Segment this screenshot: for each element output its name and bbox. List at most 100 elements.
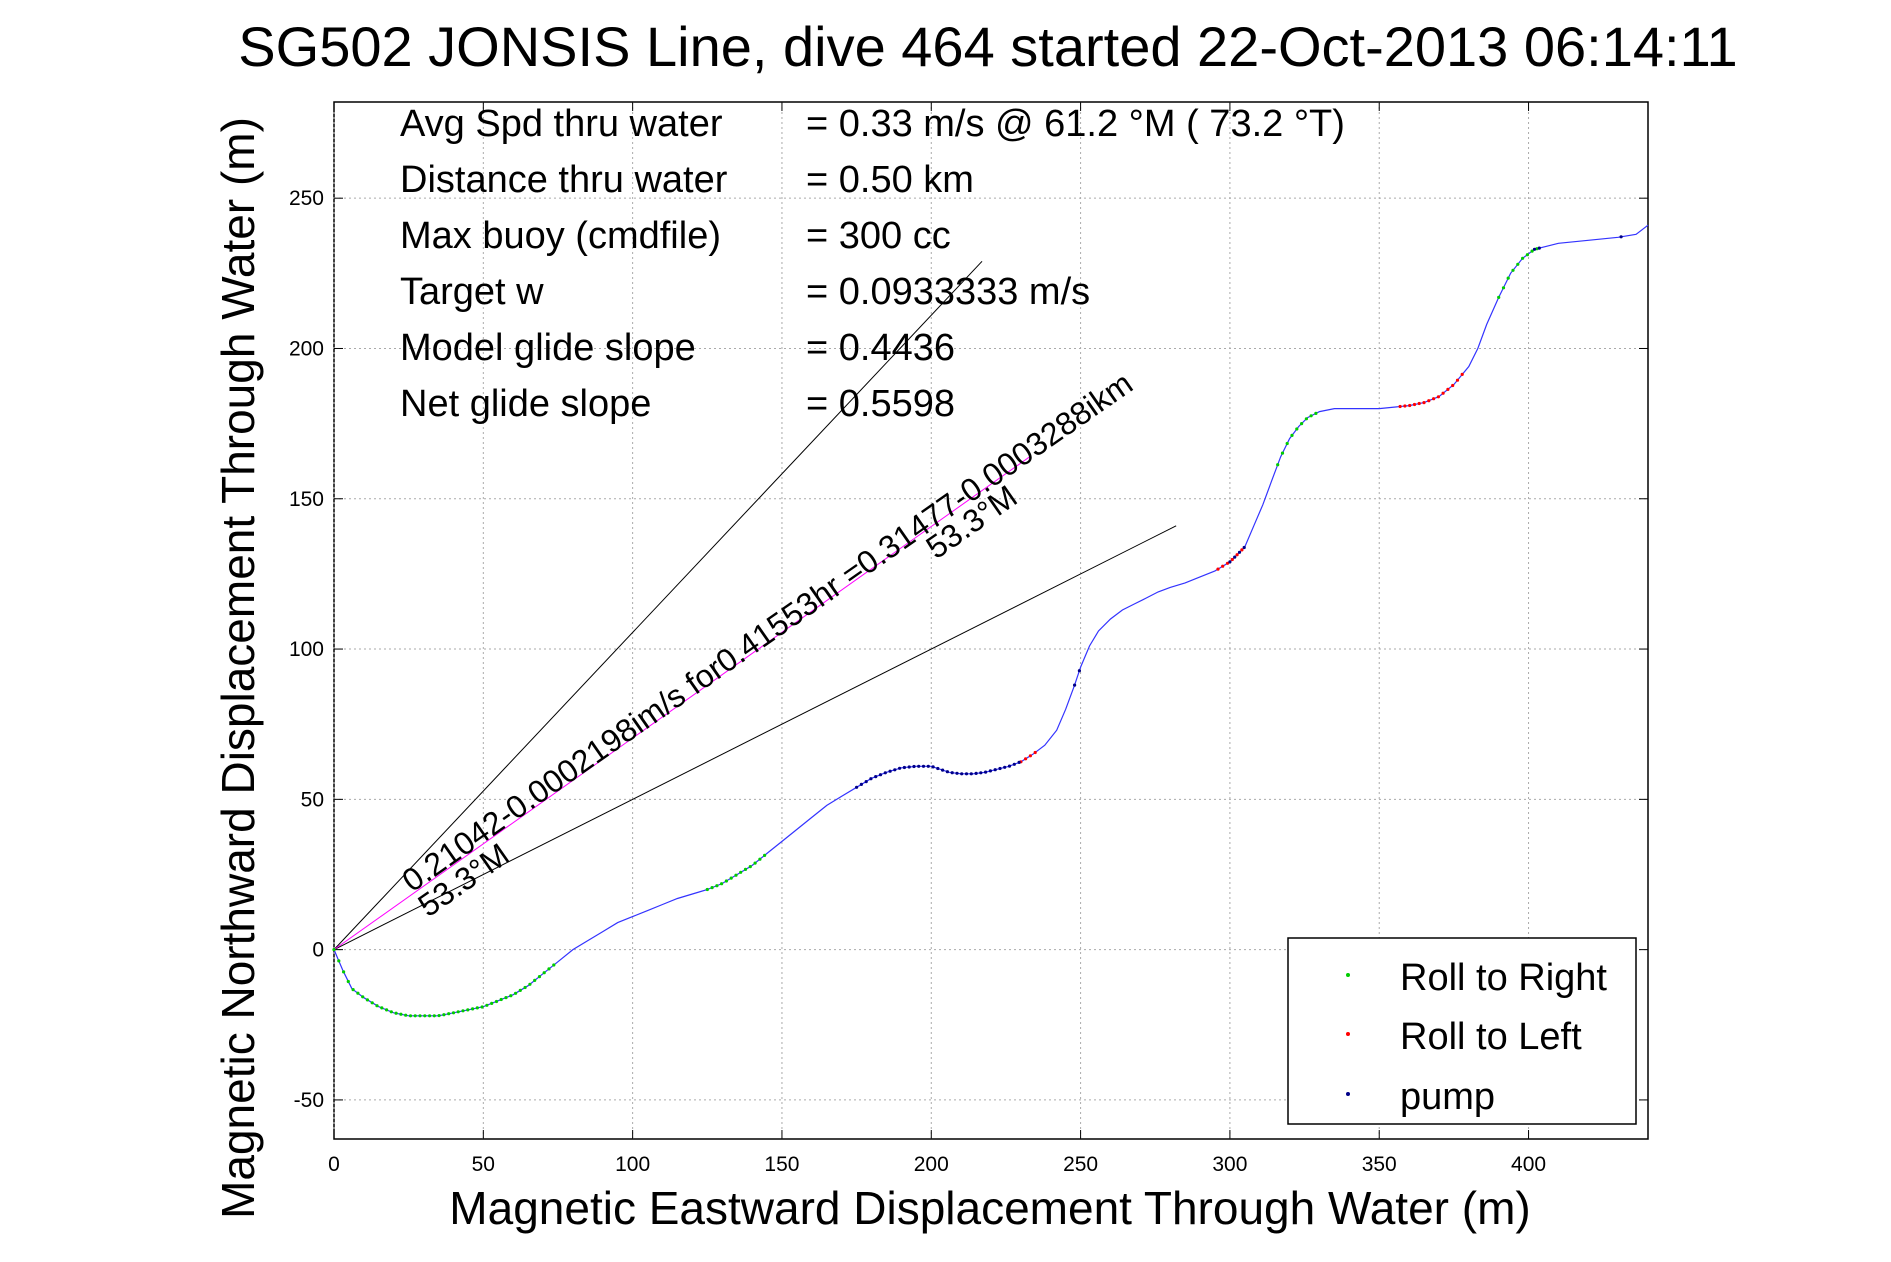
stats-block: Avg Spd thru water = 0.33 m/s @ 61.2 °M … <box>400 103 1345 425</box>
roll-left-marker <box>1417 401 1421 406</box>
axis-ticks: 0 50 100 150 200 250 300 350 400 -50 0 50 100 150 200 2… <box>289 102 1648 1176</box>
legend-marker-pump <box>1346 1092 1350 1096</box>
pump-marker <box>855 785 859 789</box>
stat-label: Distance thru water <box>400 159 728 201</box>
roll-right-marker <box>428 1014 432 1018</box>
pump-marker <box>1228 560 1232 564</box>
pump-marker <box>902 765 907 770</box>
roll-right-marker <box>720 882 724 886</box>
pump-marker <box>993 768 997 772</box>
pump-marker <box>950 771 954 775</box>
roll-right-marker <box>351 988 355 992</box>
roll-right-marker <box>743 867 748 872</box>
reference-line-current <box>333 456 1031 951</box>
roll-right-marker <box>1276 463 1280 467</box>
roll-right-marker <box>337 959 341 963</box>
roll-right-marker <box>346 979 350 984</box>
pump-marker <box>874 775 878 779</box>
y-tick-label: 50 <box>301 788 324 811</box>
roll-right-marker <box>466 1008 470 1012</box>
roll-right-marker <box>475 1006 479 1010</box>
roll-left-marker <box>1408 403 1412 408</box>
roll-left-marker <box>1422 401 1426 405</box>
roll-right-marker <box>729 876 733 880</box>
stat-label: Avg Spd thru water <box>400 103 723 145</box>
roll-right-marker <box>552 963 556 967</box>
pump-marker <box>912 764 916 769</box>
roll-right-marker <box>523 985 527 990</box>
stat-label: Net glide slope <box>400 383 651 425</box>
roll-right-marker <box>370 1001 374 1005</box>
roll-right-marker <box>748 865 752 869</box>
roll-left-marker <box>1024 757 1028 761</box>
x-tick-label: 0 <box>328 1153 340 1176</box>
roll-right-marker <box>461 1009 465 1013</box>
roll-left-marker <box>1221 564 1225 568</box>
stat-value: = 0.0933333 m/s <box>806 271 1090 313</box>
reference-line-glide-shallow <box>333 525 1177 951</box>
pump-marker <box>1237 550 1242 554</box>
x-tick-label: 50 <box>472 1153 495 1176</box>
pump-marker <box>984 770 988 774</box>
x-tick-label: 100 <box>615 1153 650 1176</box>
roll-left-marker <box>1403 404 1407 408</box>
legend-box <box>1287 937 1637 1125</box>
roll-right-marker <box>490 1001 494 1006</box>
roll-right-marker <box>1309 414 1313 418</box>
roll-right-marker <box>1290 433 1294 437</box>
x-axis-label: Magnetic Eastward Displacement Through W… <box>449 1182 1530 1234</box>
roll-right-marker <box>342 970 346 974</box>
legend-entry-roll-left: Roll to Left <box>1400 1016 1582 1058</box>
pump-marker <box>1077 669 1081 673</box>
pump-marker <box>917 764 921 768</box>
x-tick-label: 250 <box>1063 1153 1098 1176</box>
legend-entry-roll-right: Roll to Right <box>1400 957 1607 999</box>
roll-left-marker <box>1446 387 1450 391</box>
roll-right-marker <box>1300 422 1304 426</box>
pump-marker <box>964 772 969 776</box>
roll-right-marker <box>375 1004 379 1008</box>
roll-left-marker <box>1427 399 1431 403</box>
roll-right-marker <box>1535 247 1539 251</box>
chart-title: SG502 JONSIS Line, dive 464 started 22-O… <box>238 15 1737 78</box>
stat-value: = 0.33 m/s @ 61.2 °M ( 73.2 °T) <box>806 103 1345 145</box>
roll-right-marker <box>389 1010 393 1014</box>
roll-left-marker <box>1033 750 1037 755</box>
stat-label: Target w <box>400 271 544 313</box>
roll-left-marker <box>1436 395 1440 399</box>
roll-right-marker <box>537 975 542 979</box>
pump-marker <box>979 771 983 775</box>
pump-marker <box>1233 555 1237 559</box>
pump-marker <box>907 765 911 769</box>
pump-marker <box>998 766 1002 771</box>
roll-right-marker <box>542 971 546 975</box>
y-tick-label: 100 <box>289 638 324 661</box>
pump-marker <box>1012 762 1016 766</box>
roll-right-marker <box>533 978 537 983</box>
roll-right-marker <box>485 1003 489 1007</box>
roll-right-marker <box>1530 249 1534 253</box>
roll-right-marker <box>518 988 522 993</box>
roll-right-marker <box>705 887 709 892</box>
roll-right-marker <box>456 1010 460 1014</box>
x-tick-label: 150 <box>764 1153 799 1176</box>
roll-right-marker <box>753 861 757 865</box>
roll-right-marker <box>547 967 551 971</box>
pump-marker <box>974 771 978 776</box>
pump-marker <box>864 780 868 784</box>
roll-right-marker <box>418 1014 422 1018</box>
pump-marker <box>1242 545 1246 550</box>
roll-right-marker <box>1314 411 1318 415</box>
roll-right-marker <box>710 886 714 890</box>
legend-marker-roll-right <box>1346 973 1350 977</box>
roll-right-marker <box>447 1012 451 1016</box>
pump-marker <box>969 772 973 776</box>
roll-right-marker <box>499 997 503 1002</box>
legend-entry-pump: pump <box>1400 1076 1495 1118</box>
stat-label: Model glide slope <box>400 327 696 369</box>
marker-layer <box>332 235 1623 1018</box>
roll-left-marker <box>1412 402 1417 407</box>
roll-right-marker <box>394 1011 398 1015</box>
roll-right-marker <box>509 994 513 998</box>
stat-label: Max buoy (cmdfile) <box>400 215 721 257</box>
